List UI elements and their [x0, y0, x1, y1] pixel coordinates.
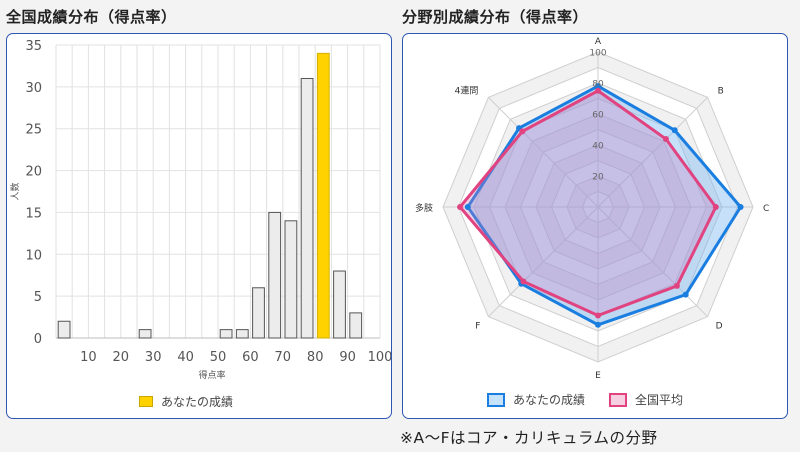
radar-title: 分野別成績分布（得点率） — [402, 8, 589, 26]
series-average-point — [595, 87, 601, 94]
radar-chart: 20 40 60 80 100 A B C D E F 多肢 4連問 — [415, 37, 769, 381]
y-axis-label: 人数 — [9, 182, 21, 200]
x-tick-label: 10 — [80, 350, 97, 365]
y-tick-label: 10 — [25, 248, 42, 263]
series-average-point — [457, 204, 464, 210]
x-tick-label: 30 — [145, 350, 162, 365]
axis-label: D — [716, 322, 723, 332]
legend-swatch-you — [139, 396, 153, 407]
axis-label: 多肢 — [415, 202, 433, 214]
y-tick-label: 5 — [34, 290, 42, 305]
histogram-chart: 0 5 10 15 20 25 30 35 10 20 30 40 50 60 70 80 90 100 得点率 人数 — [9, 39, 392, 381]
bar — [284, 220, 298, 339]
y-tick-label: 20 — [25, 165, 42, 180]
radar-spoke — [597, 97, 708, 208]
x-tick-label: 50 — [210, 350, 227, 365]
radial-tick-label: 40 — [592, 142, 604, 152]
x-tick-label: 40 — [177, 350, 194, 365]
y-tick-label: 15 — [25, 206, 42, 221]
x-tick-label: 20 — [113, 350, 130, 365]
bar — [252, 287, 265, 339]
axis-label: F — [475, 322, 480, 332]
histogram-panel: 0 5 10 15 20 25 30 35 10 20 30 40 50 60 70 80 90 100 得点率 人数… — [6, 33, 392, 419]
radar-spoke — [488, 97, 599, 208]
radial-tick-label: 100 — [589, 49, 606, 59]
y-tick-label: 25 — [25, 123, 42, 138]
radar-legend: あなたの成績 全国平均 — [487, 391, 683, 408]
y-tick-label: 30 — [25, 81, 42, 96]
x-tick-label: 90 — [339, 350, 356, 365]
bar — [300, 77, 314, 339]
legend-label-average: 全国平均 — [635, 393, 684, 407]
series-you-point — [464, 204, 471, 210]
radar-spoke — [488, 206, 599, 317]
series-average-point — [520, 278, 527, 285]
series-average-point — [712, 204, 719, 210]
bar — [333, 270, 346, 339]
series-average-point — [519, 128, 526, 135]
legend-swatch-you — [487, 392, 505, 407]
x-axis-label: 得点率 — [198, 369, 225, 381]
y-tick-label: 0 — [34, 332, 42, 347]
axis-label: 4連問 — [455, 84, 479, 96]
footnote: ※A〜Fはコア・カリキュラムの分野 — [400, 429, 658, 447]
axis-label: B — [718, 86, 724, 96]
x-tick-label: 60 — [242, 350, 259, 365]
radial-tick-label: 60 — [592, 111, 604, 121]
radar-panel: 20 40 60 80 100 A B C D E F 多肢 4連問 あなたの成績 全国平均 — [402, 33, 788, 419]
histogram-title: 全国成績分布（得点率） — [6, 8, 177, 26]
bar — [57, 320, 71, 339]
series-you-point — [595, 321, 601, 328]
axis-label: C — [763, 204, 769, 214]
series-you-point — [595, 83, 601, 90]
series-average-point — [595, 312, 601, 319]
histogram-legend: あなたの成績 — [139, 393, 233, 410]
bar — [349, 312, 363, 339]
series-you-point — [737, 204, 744, 210]
legend-label-you: あなたの成績 — [513, 393, 586, 407]
radial-tick-label: 80 — [592, 80, 604, 90]
radial-tick-label: 20 — [592, 173, 604, 183]
radar-spoke — [597, 206, 708, 317]
bar — [219, 329, 233, 339]
x-tick-label: 70 — [275, 350, 292, 365]
legend-label-you: あなたの成績 — [161, 395, 234, 409]
bar — [268, 211, 282, 339]
x-tick-label: 80 — [307, 350, 324, 365]
bar — [138, 329, 152, 339]
series-you-point — [682, 291, 689, 298]
axis-label: A — [595, 37, 602, 47]
y-tick-label: 35 — [25, 39, 42, 54]
series-average-point — [673, 282, 680, 289]
legend-swatch-average — [609, 392, 628, 407]
series-average-point — [662, 136, 669, 143]
series-you-point — [671, 127, 678, 134]
x-tick-label: 100 — [368, 350, 392, 365]
bar — [235, 329, 249, 339]
bar-highlight — [316, 52, 330, 339]
axis-label: E — [595, 371, 601, 381]
